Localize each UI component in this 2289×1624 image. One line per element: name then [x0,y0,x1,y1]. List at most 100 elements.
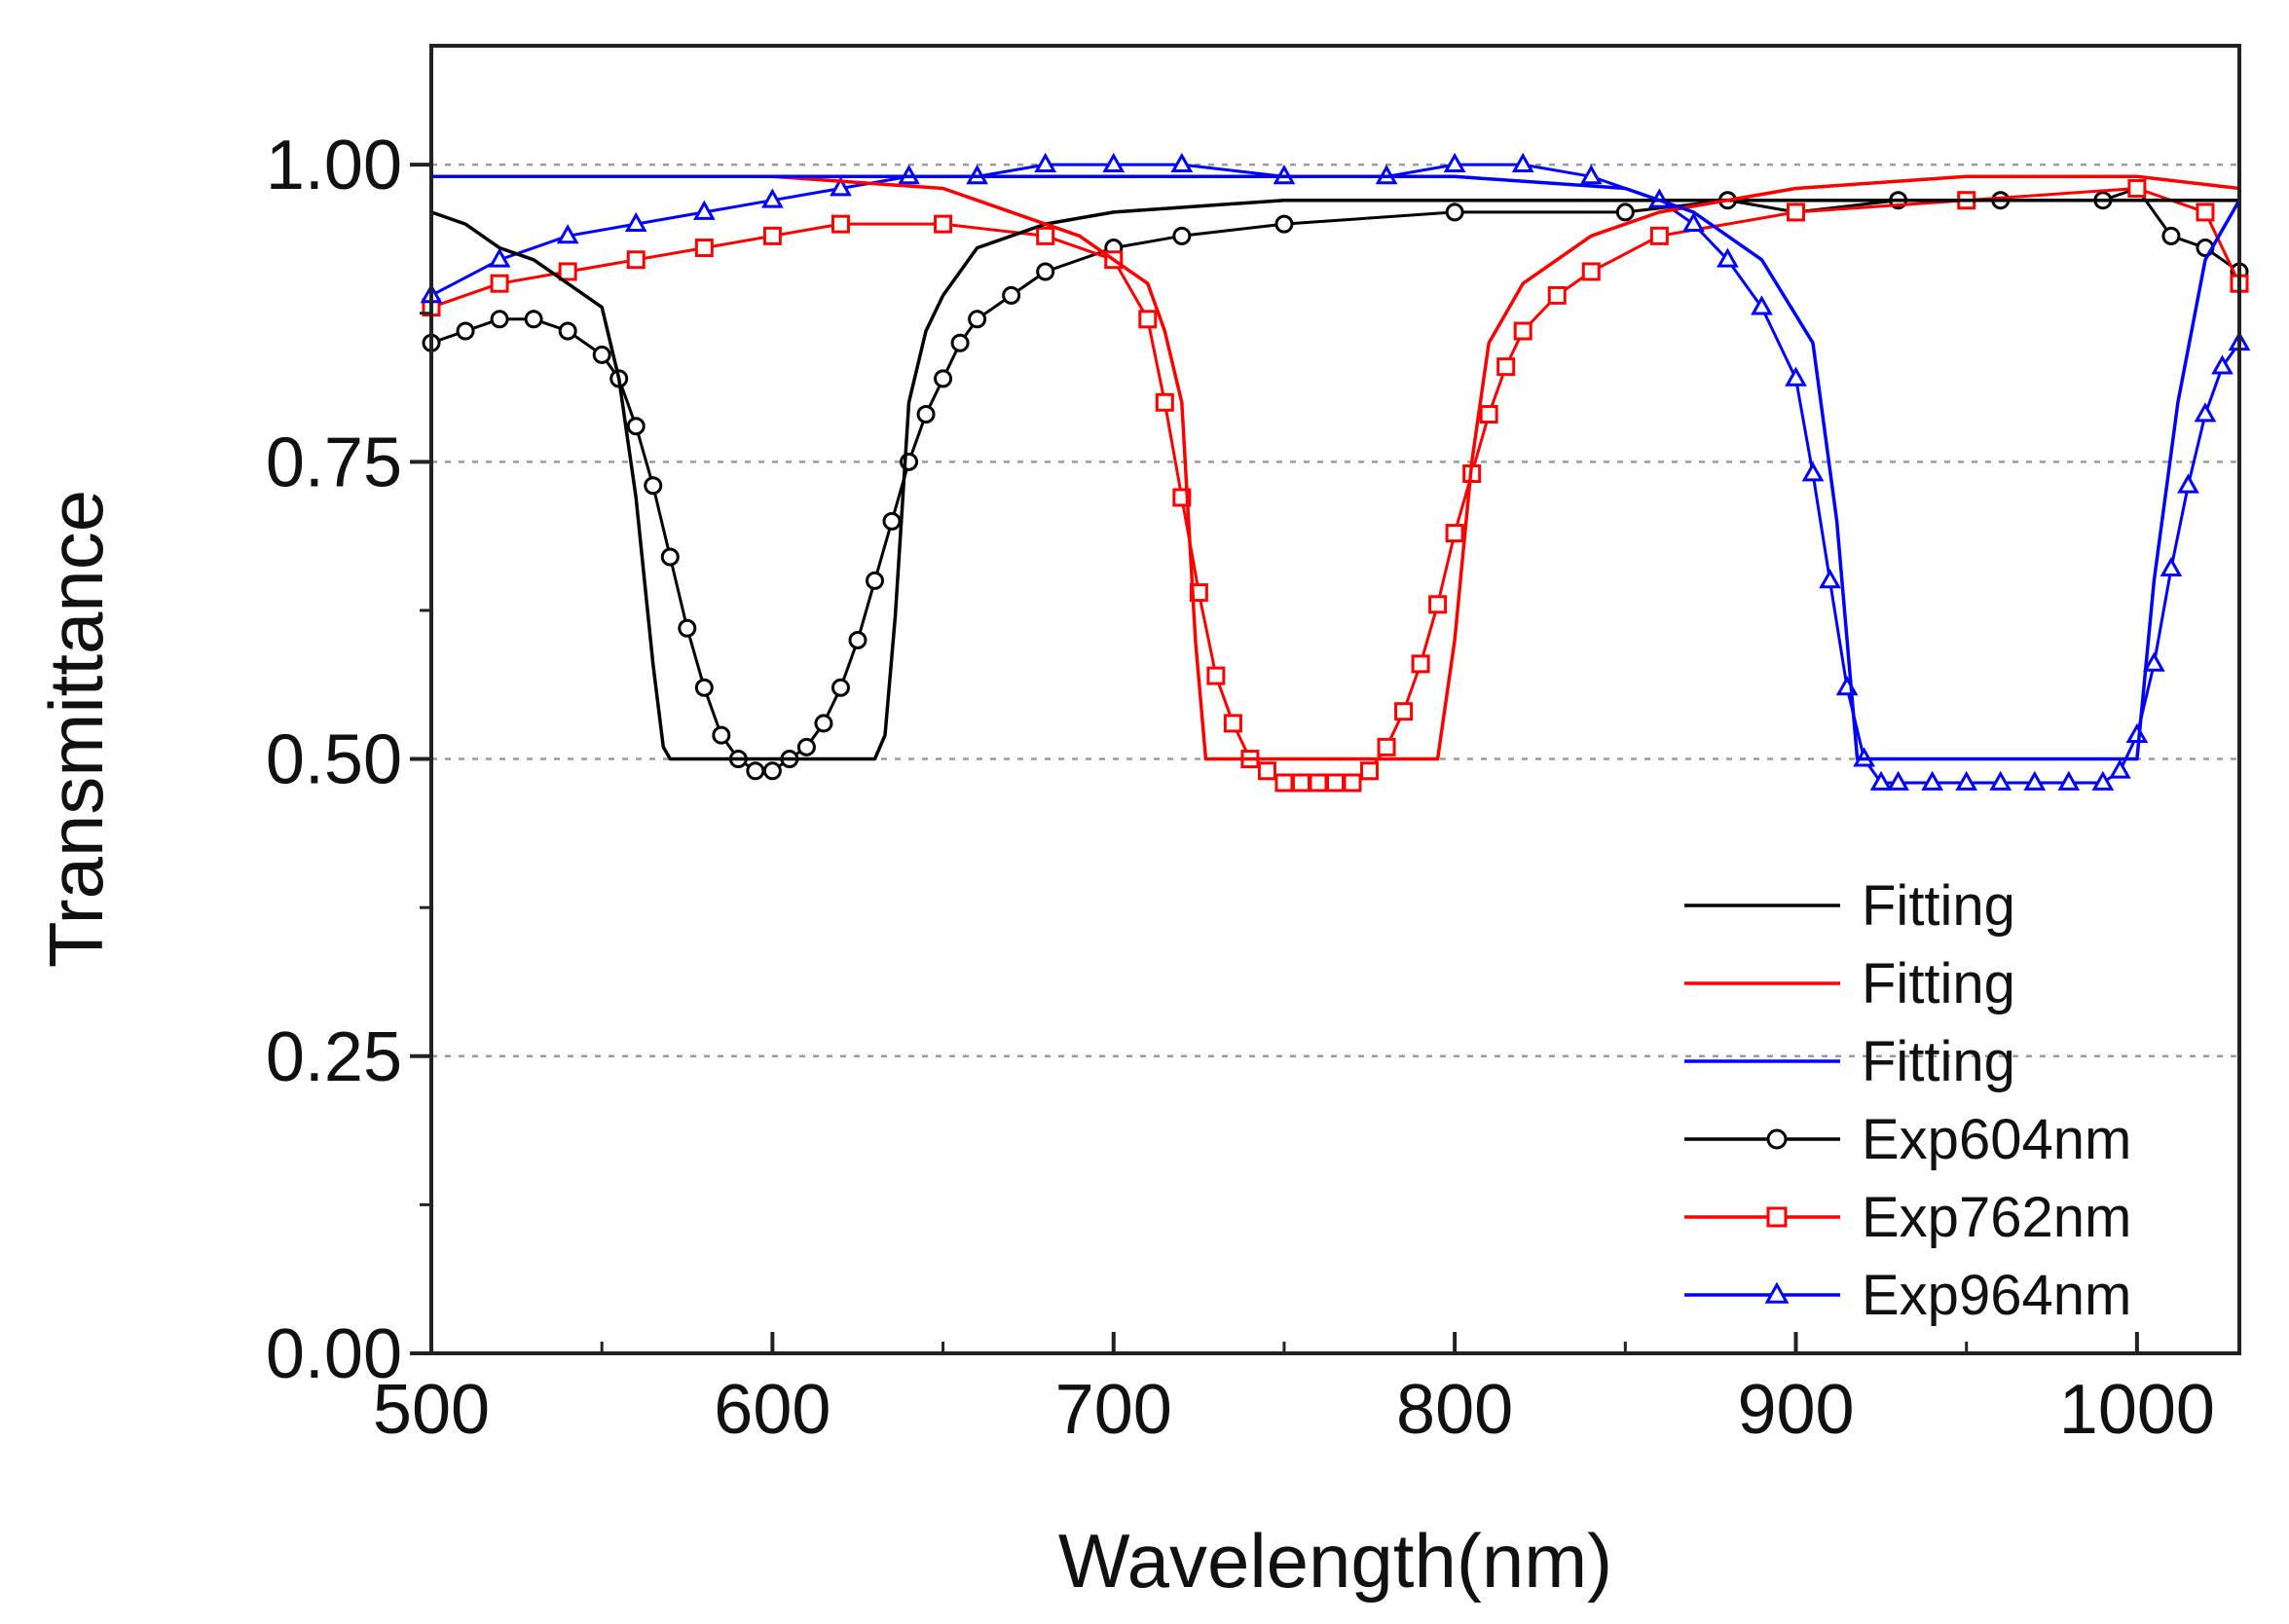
data-point-5-5 [761,188,784,208]
data-point-5-1 [488,247,511,268]
data-point-5-32 [2057,770,2081,791]
x-tick-label-5: 1000 [2059,1371,2215,1449]
data-point-3-8 [644,476,663,496]
data-point-4-19 [1291,773,1311,793]
data-point-5-39 [2194,402,2217,423]
data-point-5-30 [1989,770,2012,791]
legend-label-0: Fitting [1862,874,2015,938]
data-point-4-39 [2196,203,2215,222]
data-point-3-1 [456,321,475,341]
data-point-5-31 [2023,770,2047,791]
series-line-0 [430,198,2239,761]
data-point-4-25 [1394,702,1414,721]
y-tick-label-2: 0.50 [266,721,402,799]
legend-label-5: Exp964nm [1862,1264,2131,1327]
data-point-3-7 [626,417,646,436]
data-point-5-19 [1717,247,1739,268]
data-point-3-12 [712,725,731,745]
x-tick-label-2: 700 [1055,1371,1172,1449]
data-point-4-6 [831,214,850,234]
data-point-4-32 [1513,321,1532,341]
data-point-3-11 [694,678,714,697]
series-0 [430,198,2239,761]
data-point-5-16 [1579,165,1603,185]
data-point-4-26 [1411,654,1430,674]
series-line-1 [431,174,2240,761]
x-axis-title: Wavelength(nm) [1058,1518,1612,1604]
data-point-4-7 [934,214,953,234]
data-point-3-9 [660,547,680,567]
data-point-5-34 [2108,758,2131,779]
data-point-4-24 [1377,737,1396,757]
data-point-3-28 [1002,285,1021,305]
data-point-5-2 [556,224,579,244]
data-point-5-14 [1443,152,1466,172]
x-tick-label-1: 600 [714,1371,831,1449]
data-point-4-2 [558,262,577,281]
series-1 [431,174,2240,761]
data-point-3-2 [490,310,509,329]
data-point-3-22 [882,511,902,531]
data-point-3-18 [814,714,833,733]
data-point-4-5 [762,226,782,245]
series-line-3 [430,187,2240,773]
data-point-3-24 [916,404,936,424]
data-point-5-22 [1801,461,1825,482]
data-point-5-27 [1887,770,1909,791]
data-point-3-41 [2161,226,2181,245]
data-point-4-36 [1787,203,1806,222]
series-4 [422,179,2249,793]
data-point-5-3 [624,211,647,233]
data-point-3-17 [796,737,816,757]
data-point-4-10 [1138,310,1158,329]
data-point-5-20 [1751,295,1773,315]
data-point-4-33 [1547,285,1567,305]
data-point-4-8 [1036,226,1055,245]
data-point-4-22 [1343,773,1362,793]
data-point-3-21 [865,571,884,590]
data-point-5-36 [2143,651,2165,672]
series-line-2 [431,174,2241,761]
data-point-3-29 [1036,262,1055,281]
data-point-4-18 [1274,773,1294,793]
y-tick-label-1: 0.25 [266,1018,402,1096]
legend-marker-5 [1764,1281,1790,1304]
y-tick-label-0: 0.00 [266,1315,402,1393]
data-point-5-38 [2177,473,2199,494]
data-point-4-31 [1496,357,1516,377]
x-tick-label-3: 800 [1396,1371,1513,1449]
axis-layer: 500 600 700 800 900 1000 0.00 0.25 0.50 0.75 1.00 [266,127,2215,1449]
legend-label-3: Exp604nm [1862,1108,2131,1171]
data-point-3-15 [762,761,782,781]
data-point-4-38 [2127,179,2147,199]
data-point-5-23 [1819,569,1841,589]
data-point-3-34 [1615,203,1635,222]
data-point-4-17 [1257,761,1276,781]
data-point-3-32 [1274,214,1294,234]
data-point-5-21 [1785,366,1807,387]
data-point-4-11 [1155,392,1174,412]
series-layer [420,152,2251,793]
data-point-5-9 [1034,152,1057,172]
legend-label-2: Fitting [1862,1030,2015,1093]
y-tick-label-3: 0.75 [266,424,402,501]
legend-marker-4 [1766,1206,1788,1228]
data-point-4-35 [1649,226,1669,245]
data-point-4-30 [1479,404,1498,424]
data-point-3-20 [848,630,868,649]
data-point-4-3 [626,250,646,270]
legend-label-4: Exp762nm [1862,1186,2131,1249]
data-point-3-3 [524,310,543,329]
data-point-5-26 [1869,770,1893,791]
data-point-5-37 [2160,556,2183,577]
data-point-3-4 [558,321,577,341]
series-2 [431,174,2241,761]
data-point-5-29 [1955,770,1978,791]
data-point-4-27 [1428,595,1448,614]
data-point-3-14 [746,761,765,781]
data-point-5-33 [2091,770,2115,791]
data-point-5-10 [1102,152,1126,172]
legend-marker-3 [1766,1128,1788,1150]
